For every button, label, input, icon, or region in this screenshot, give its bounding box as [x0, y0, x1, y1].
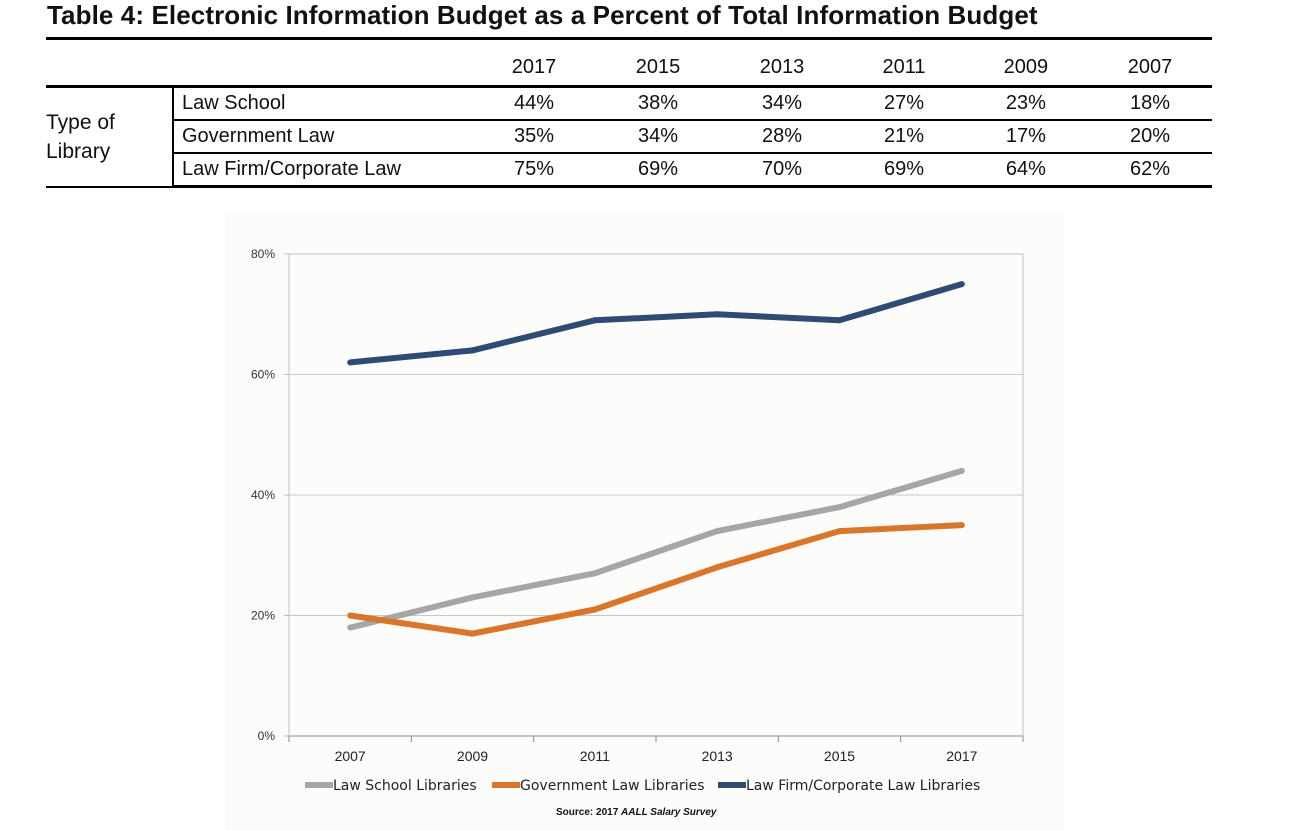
row-label: Law Firm/Corporate Law [173, 153, 472, 188]
x-tick-label: 2009 [457, 748, 488, 764]
x-tick-label: 2015 [824, 748, 855, 764]
y-tick-label: 20% [251, 609, 275, 623]
y-tick-label: 80% [251, 247, 275, 261]
header-year: 2011 [844, 37, 964, 88]
budget-table: 2017 2015 2013 2011 2009 2007 Type of Li… [46, 37, 1212, 188]
table-cell: 18% [1087, 86, 1212, 121]
table-row: Government Law 35% 34% 28% 21% 17% 20% [46, 120, 1212, 154]
data-point [958, 522, 965, 529]
data-point [591, 606, 598, 613]
table-cell: 69% [844, 153, 964, 188]
header-year: 2013 [720, 37, 845, 88]
legend-label: Government Law Libraries [520, 778, 705, 794]
legend-label: Law Firm/Corporate Law Libraries [746, 778, 980, 794]
header-year: 2015 [596, 37, 721, 88]
x-tick-label: 2011 [580, 748, 610, 764]
data-point [347, 359, 354, 366]
header-year: 2009 [963, 37, 1088, 88]
x-tick-label: 2013 [702, 748, 733, 764]
table-cell: 17% [963, 120, 1088, 154]
table-row: Law Firm/Corporate Law 75% 69% 70% 69% 6… [46, 153, 1212, 188]
header-year: 2007 [1087, 37, 1212, 88]
row-label: Law School [173, 86, 472, 121]
series-line [349, 522, 962, 637]
group-label-line: Library [46, 139, 111, 163]
table-cell: 28% [720, 120, 845, 154]
data-point [714, 564, 721, 571]
data-point [836, 504, 843, 511]
table-row: Type of Library Law School 44% 38% 34% 2… [46, 86, 1212, 188]
source-prefix: Source: 2017 [556, 807, 622, 818]
data-point [347, 612, 354, 619]
source-publication: AALL Salary Survey [621, 807, 717, 818]
table-cell: 34% [596, 120, 721, 154]
data-point [591, 317, 598, 324]
data-point [347, 624, 354, 631]
table-header-row: 2017 2015 2013 2011 2009 2007 [46, 37, 1212, 88]
header-blank-cell [173, 37, 472, 88]
table-cell: 27% [844, 86, 964, 121]
series-line [349, 468, 963, 631]
y-tick-label: 40% [251, 488, 275, 502]
table-cell: 64% [963, 153, 1088, 188]
data-point [591, 570, 598, 577]
data-point [836, 317, 843, 324]
table-cell: 38% [596, 86, 721, 121]
table-cell: 70% [720, 153, 845, 188]
header-year: 2017 [472, 37, 597, 88]
table-cell: 35% [472, 120, 597, 154]
table-cell: 23% [963, 86, 1088, 121]
data-point [958, 281, 965, 288]
data-point [958, 467, 965, 474]
table-cell: 69% [596, 153, 721, 188]
row-label: Government Law [173, 120, 472, 154]
series-line [349, 281, 963, 366]
data-point [469, 594, 476, 601]
table-cell: 20% [1087, 120, 1212, 154]
legend-label: Law School Libraries [333, 778, 477, 794]
table-cell: 34% [720, 86, 845, 121]
x-tick-label: 2017 [946, 748, 977, 764]
chart-svg: 0% 20% 40% 60% 80% 2007 2009 2011 2013 2015 2017 La… [251, 247, 1024, 794]
line-chart: 0% 20% 40% 60% 80% 2007 2009 2011 2013 2015 2017 La… [225, 212, 1065, 830]
data-point [714, 528, 721, 535]
table-cell: 62% [1087, 153, 1212, 188]
data-point [714, 311, 721, 318]
group-label-line: Type of [46, 110, 115, 134]
data-point [469, 630, 476, 637]
table-cell: 75% [472, 153, 597, 188]
data-point [469, 347, 476, 354]
data-point [836, 528, 843, 535]
library-type-group-label: Type of Library [46, 86, 174, 188]
table-cell: 21% [844, 120, 964, 154]
y-tick-label: 0% [258, 729, 276, 743]
source-note: Source: 2017 AALL Salary Survey [225, 807, 1225, 818]
x-tick-label: 2007 [335, 748, 366, 764]
header-blank-cell [46, 37, 173, 88]
table-cell: 44% [472, 86, 597, 121]
table-title: Table 4: Electronic Information Budget a… [47, 0, 1038, 30]
y-tick-label: 60% [251, 368, 275, 382]
